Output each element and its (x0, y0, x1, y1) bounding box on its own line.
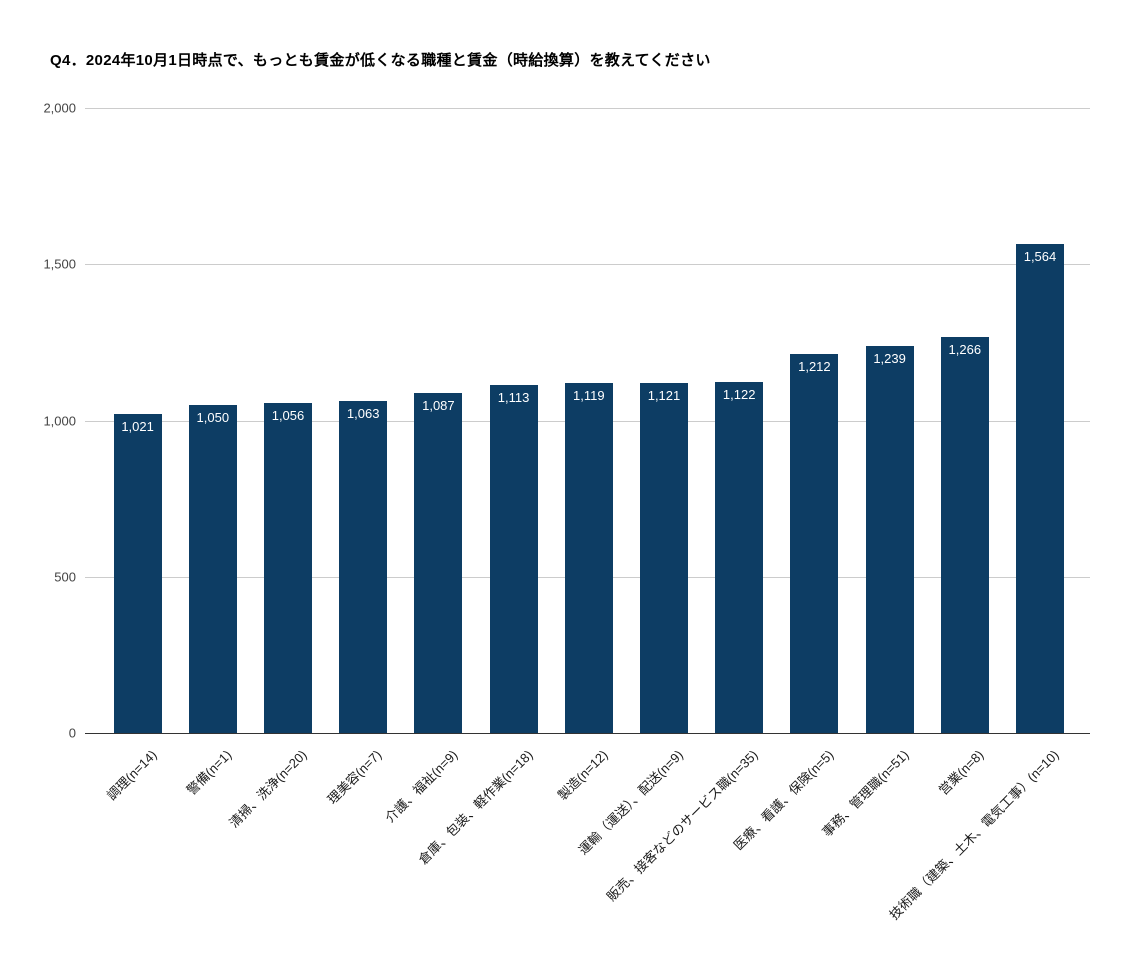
bar[interactable]: 1,239 (865, 345, 914, 733)
bar-value-label: 1,119 (573, 388, 605, 404)
x-axis-baseline (85, 733, 1090, 734)
bar[interactable]: 1,113 (489, 385, 538, 733)
bar[interactable]: 1,063 (339, 400, 388, 733)
bar-value-label: 1,021 (121, 418, 154, 434)
bar[interactable]: 1,212 (790, 354, 839, 733)
x-axis-label: 調理(n=14) (103, 747, 160, 803)
y-axis-tick-label: 2,000 (43, 100, 76, 116)
chart-title: Q4．2024年10月1日時点で、もっとも賃金が低くなる職種と賃金（時給換算）を… (50, 52, 711, 69)
gridline (85, 108, 1090, 109)
y-axis-tick-label: 1,000 (43, 413, 76, 428)
bar-value-label: 1,266 (948, 342, 982, 358)
y-axis-tick-label: 500 (54, 569, 76, 585)
bar[interactable]: 1,056 (264, 403, 312, 733)
bar-value-label: 1,056 (271, 408, 305, 423)
bar-value-label: 1,212 (798, 359, 831, 375)
x-axis-label: 理美容(n=7) (325, 747, 385, 808)
x-axis-label: 清掃、洗浄(n=20) (226, 747, 310, 831)
y-axis-tick-label: 0 (68, 725, 76, 741)
bar-value-label: 1,564 (1023, 249, 1057, 265)
x-axis-label: 販売、接客などのサービス職(n=35) (603, 747, 761, 905)
bar-value-label: 1,087 (422, 398, 455, 414)
bar[interactable]: 1,122 (715, 382, 764, 733)
x-axis-label: 営業(n=8) (935, 747, 987, 798)
bar[interactable]: 1,087 (414, 393, 463, 733)
bar[interactable]: 1,119 (564, 383, 613, 733)
bar-value-label: 1,050 (196, 409, 230, 425)
bar-value-label: 1,063 (346, 405, 380, 421)
bar-value-label: 1,121 (647, 387, 681, 403)
bar-value-label: 1,239 (873, 350, 906, 366)
bar[interactable]: 1,021 (113, 413, 162, 733)
x-axis-label: 警備(n=1) (183, 747, 235, 798)
x-axis-label: 製造(n=12) (554, 747, 611, 803)
bar-value-label: 1,122 (722, 387, 756, 403)
bar[interactable]: 1,121 (640, 382, 688, 733)
bar[interactable]: 1,266 (940, 337, 989, 733)
gridline (85, 264, 1090, 266)
bar[interactable]: 1,564 (1016, 244, 1064, 733)
bar[interactable]: 1,050 (188, 404, 237, 733)
bar-value-label: 1,113 (497, 390, 530, 406)
x-axis-label: 介護、福祉(n=9) (381, 747, 461, 826)
y-axis-tick-label: 1,500 (43, 256, 76, 272)
